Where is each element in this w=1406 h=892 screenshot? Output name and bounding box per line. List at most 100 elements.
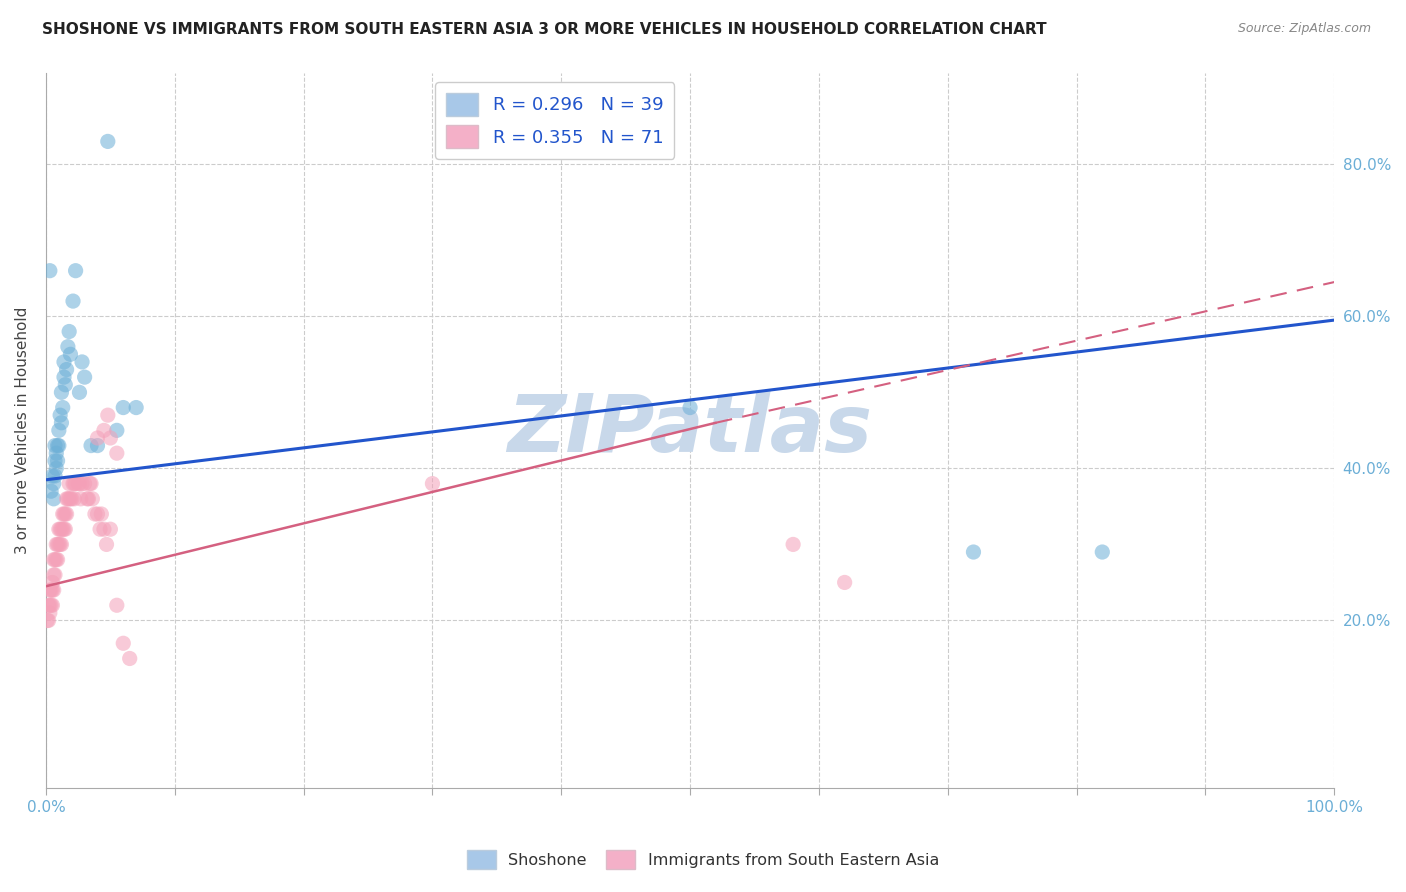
Point — [37, 614, 59, 628]
Legend: R = 0.296   N = 39, R = 0.355   N = 71: R = 0.296 N = 39, R = 0.355 N = 71 — [434, 82, 675, 159]
Point — [90, 507, 112, 521]
Point — [42, 491, 65, 506]
Point — [69, 476, 91, 491]
Point — [55, 362, 77, 376]
Point — [93, 522, 115, 536]
Point — [46, 537, 69, 551]
Point — [41, 575, 63, 590]
Point — [86, 439, 108, 453]
Point — [53, 507, 76, 521]
Point — [49, 537, 72, 551]
Point — [46, 454, 69, 468]
Point — [39, 484, 62, 499]
Point — [834, 575, 856, 590]
Point — [56, 340, 79, 354]
Point — [41, 599, 63, 613]
Point — [76, 491, 98, 506]
Point — [51, 416, 73, 430]
Point — [65, 476, 87, 491]
Point — [65, 263, 87, 277]
Point — [112, 636, 135, 650]
Point — [422, 476, 444, 491]
Point — [48, 537, 70, 551]
Point — [80, 476, 103, 491]
Point — [49, 408, 72, 422]
Point — [44, 469, 66, 483]
Point — [53, 370, 76, 384]
Point — [69, 491, 91, 506]
Point — [60, 491, 83, 506]
Point — [38, 614, 60, 628]
Point — [73, 476, 96, 491]
Point — [42, 476, 65, 491]
Point — [62, 476, 84, 491]
Point — [46, 552, 69, 566]
Point — [45, 537, 67, 551]
Point — [44, 439, 66, 453]
Point — [53, 355, 76, 369]
Point — [42, 582, 65, 597]
Point — [58, 491, 80, 506]
Point — [86, 431, 108, 445]
Point — [42, 552, 65, 566]
Point — [69, 385, 91, 400]
Point — [56, 491, 79, 506]
Text: ZIPatlas: ZIPatlas — [508, 392, 873, 469]
Point — [679, 401, 702, 415]
Point — [38, 606, 60, 620]
Point — [97, 408, 120, 422]
Point — [86, 507, 108, 521]
Point — [80, 439, 103, 453]
Point — [962, 545, 984, 559]
Point — [59, 491, 82, 506]
Point — [118, 651, 141, 665]
Point — [77, 491, 100, 506]
Point — [84, 507, 107, 521]
Point — [38, 263, 60, 277]
Point — [67, 476, 90, 491]
Point — [46, 439, 69, 453]
Point — [52, 507, 75, 521]
Text: Source: ZipAtlas.com: Source: ZipAtlas.com — [1237, 22, 1371, 36]
Point — [53, 522, 76, 536]
Point — [38, 582, 60, 597]
Point — [51, 537, 73, 551]
Point — [49, 522, 72, 536]
Point — [48, 439, 70, 453]
Point — [58, 325, 80, 339]
Point — [42, 567, 65, 582]
Point — [100, 431, 122, 445]
Point — [53, 522, 76, 536]
Point — [70, 476, 93, 491]
Point — [62, 294, 84, 309]
Point — [51, 522, 73, 536]
Point — [52, 522, 75, 536]
Point — [97, 135, 120, 149]
Y-axis label: 3 or more Vehicles in Household: 3 or more Vehicles in Household — [15, 307, 30, 554]
Point — [41, 469, 63, 483]
Point — [782, 537, 804, 551]
Point — [53, 377, 76, 392]
Point — [79, 476, 101, 491]
Point — [38, 599, 60, 613]
Point — [59, 347, 82, 361]
Point — [41, 582, 63, 597]
Point — [55, 507, 77, 521]
Point — [55, 491, 77, 506]
Point — [45, 552, 67, 566]
Point — [45, 446, 67, 460]
Point — [96, 537, 118, 551]
Point — [39, 599, 62, 613]
Point — [51, 385, 73, 400]
Point — [105, 599, 128, 613]
Point — [38, 599, 60, 613]
Point — [39, 582, 62, 597]
Point — [53, 507, 76, 521]
Point — [44, 567, 66, 582]
Legend: Shoshone, Immigrants from South Eastern Asia: Shoshone, Immigrants from South Eastern … — [461, 844, 945, 875]
Point — [63, 476, 86, 491]
Point — [100, 522, 122, 536]
Point — [52, 401, 75, 415]
Point — [1091, 545, 1114, 559]
Point — [73, 370, 96, 384]
